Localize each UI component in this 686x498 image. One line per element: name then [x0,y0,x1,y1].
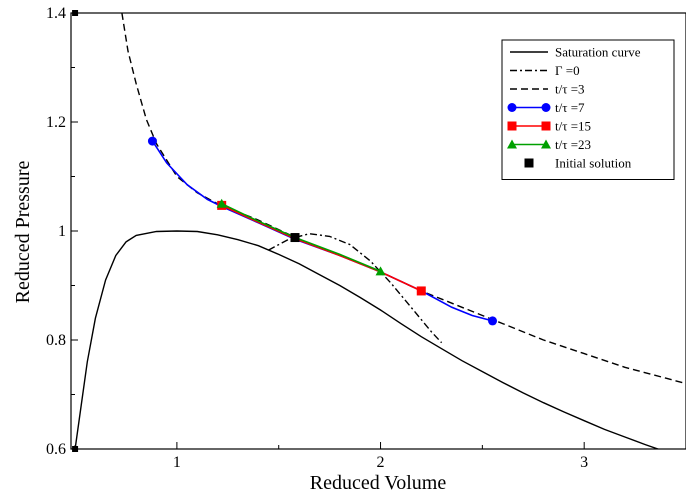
data-point-3-0 [147,136,157,146]
series-line-5 [221,202,381,273]
series-line-3 [151,140,493,322]
y-tick-label-1: 0.8 [46,332,66,349]
x-tick-label-0: 1 [173,454,181,471]
legend: Saturation curve Γ =0 t/τ =3 t/τ =7 t/τ =15 t… [501,39,675,180]
legend-label-1: Γ =0 [555,63,580,78]
legend-label-6: Initial solution [555,156,632,171]
legend-marker-end-4 [541,121,551,131]
legend-marker-start-3 [507,103,517,112]
legend-label-0: Saturation curve [555,45,641,60]
legend-box [501,39,675,180]
legend-label-2: t/τ =3 [555,82,585,97]
series-0 [74,230,661,449]
data-point-3-1 [488,316,498,326]
legend-entry-6: Initial solution [524,156,632,171]
y-tick-label-0: 0.6 [46,441,66,458]
legend-marker-end-5 [541,139,551,149]
legend-entry-5: t/τ =23 [507,137,591,152]
legend-label-3: t/τ =7 [555,100,585,115]
x-axis-title: Reduced Volume [310,472,447,494]
data-point-5-1 [375,266,386,276]
legend-entry-3: t/τ =7 [507,100,585,115]
legend-entry-2: t/τ =3 [510,82,585,97]
y-tick-label-4: 1.4 [46,5,66,22]
data-point-6-0 [290,233,300,243]
series-group [74,13,686,449]
legend-label-5: t/τ =23 [555,137,591,152]
data-point-5-0 [216,198,227,208]
plot-area [74,13,686,449]
series-3 [147,136,498,326]
ticks: 1 2 3 0.6 0.8 1 1.2 1.4 [46,5,686,471]
legend-marker-start-4 [507,121,517,131]
series-6 [290,233,300,243]
y-tick-label-2: 1 [58,223,66,240]
legend-marker-6 [524,158,534,168]
data-point-4-1 [416,286,426,296]
legend-marker-end-3 [541,103,551,112]
legend-entry-0: Saturation curve [510,45,641,60]
legend-entry-1: Γ =0 [510,63,580,78]
x-tick-label-1: 2 [377,454,385,471]
y-tick-label-3: 1.2 [46,114,66,131]
legend-entry-4: t/τ =15 [507,119,591,134]
series-line-0 [74,230,661,449]
legend-marker-start-5 [507,139,517,149]
y-axis-title: Reduced Pressure [12,161,34,304]
legend-label-4: t/τ =15 [555,119,591,134]
series-line-4 [221,204,422,292]
x-tick-label-2: 3 [580,454,588,471]
